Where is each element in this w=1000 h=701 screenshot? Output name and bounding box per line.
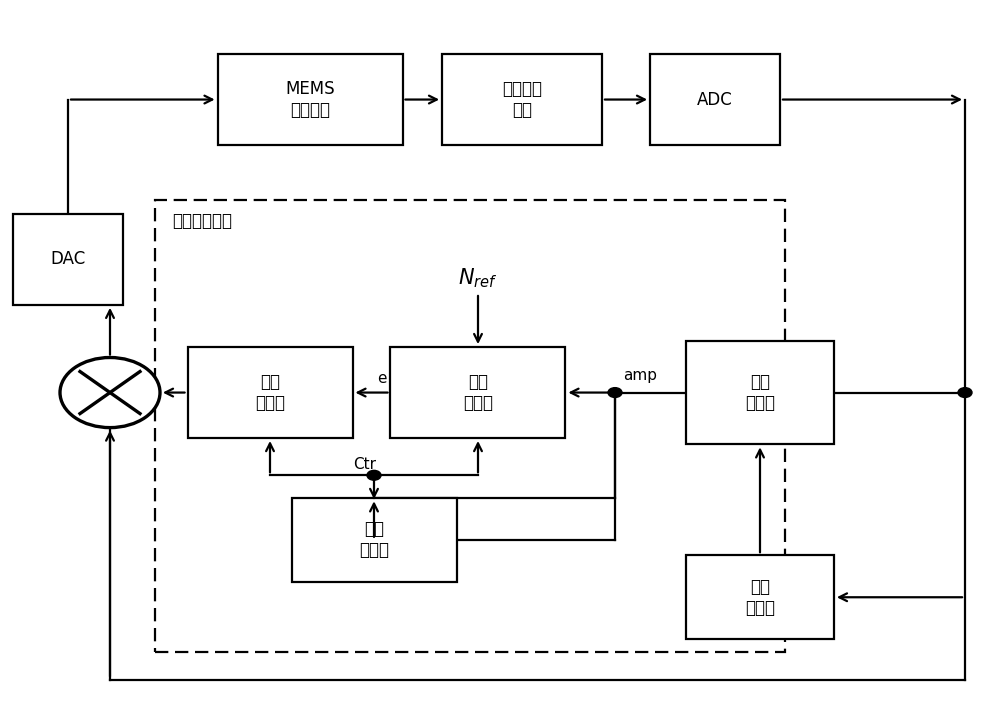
Circle shape [958,388,972,397]
Text: amp: amp [623,367,657,383]
Bar [218,54,402,145]
Text: e: e [377,371,387,386]
Text: Ctr: Ctr [354,457,376,472]
Bar [292,498,456,582]
Text: ADC: ADC [697,90,733,109]
Text: 环路
滤波器: 环路 滤波器 [255,373,285,412]
Text: 自动增益控制: 自动增益控制 [172,212,232,230]
Bar [13,214,123,305]
Text: DAC: DAC [50,250,86,268]
Text: $N_{ref}$: $N_{ref}$ [458,266,498,290]
Text: 前端检测
电路: 前端检测 电路 [502,80,542,119]
Text: 数字
锁相环: 数字 锁相环 [745,578,775,617]
Circle shape [367,470,381,480]
Text: 幅值
比较器: 幅值 比较器 [359,520,389,559]
Bar [650,54,780,145]
Bar [188,347,352,438]
Text: 残差
选择器: 残差 选择器 [463,373,493,412]
Bar [686,341,834,444]
Circle shape [608,388,622,397]
Bar [442,54,602,145]
Circle shape [60,358,160,428]
Text: 幅度
检测器: 幅度 检测器 [745,373,775,412]
Text: MEMS
陀螺器件: MEMS 陀螺器件 [285,80,335,119]
Bar [155,200,785,652]
Bar [686,555,834,639]
Bar [390,347,565,438]
